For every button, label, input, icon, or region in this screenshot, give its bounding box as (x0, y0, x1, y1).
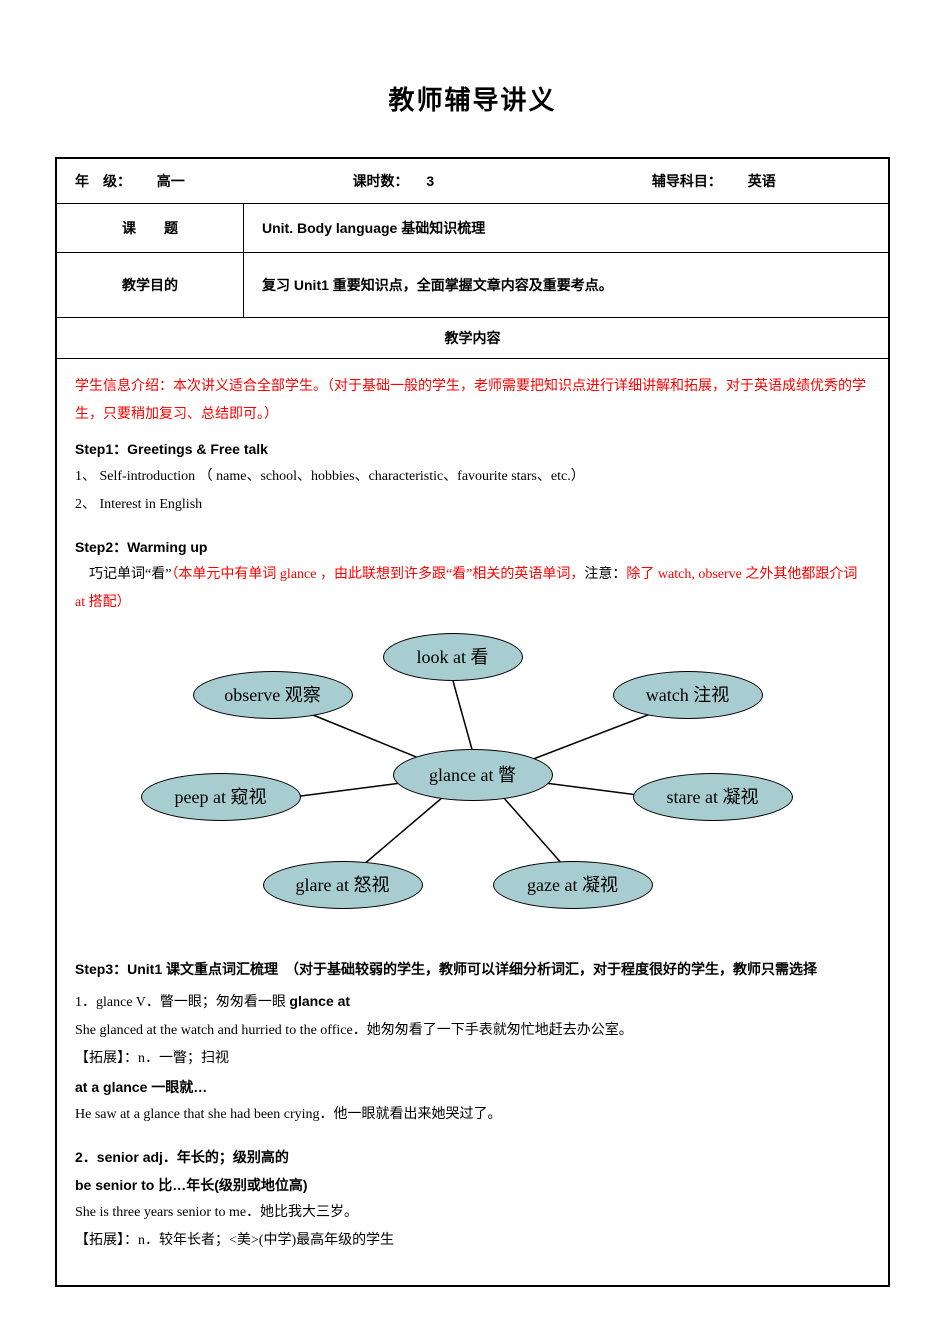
section-head: 教学内容 (56, 318, 889, 359)
page-title: 教师辅导讲义 (55, 80, 890, 117)
step2-lead: 巧记单词“看”（本单元中有单词 glance ，由此联想到许多跟“看”相关的英语… (75, 561, 870, 617)
step2-lead-b: （本单元中有单词 glance ，由此联想到许多跟“看”相关的英语单词， (171, 567, 584, 582)
item1-ex: She glanced at the watch and hurried to … (75, 1017, 870, 1045)
item1-ex2: He saw at a glance that she had been cry… (75, 1101, 870, 1129)
mindmap-diagram: glance at 瞥 look at 看 observe 观察 watch 注… (93, 625, 853, 925)
section-head-row: 教学内容 (56, 318, 889, 359)
item1-head: 1．glance V．瞥一眼；匆匆看一眼 glance at (75, 987, 870, 1017)
bubble-peepat: peep at 窥视 (141, 773, 301, 821)
bubble-watch: watch 注视 (613, 671, 763, 719)
topic-label: 课 题 (56, 204, 244, 253)
step1-line2: 2、 Interest in English (75, 491, 870, 519)
step1-heading: Step1：Greetings & Free talk (75, 435, 870, 463)
content-cell: 学生信息介绍：本次讲义适合全部学生。（对于基础一般的学生，老师需要把知识点进行详… (56, 359, 889, 1287)
header-row: 年 级： 高一 课时数： 3 辅导科目： 英语 (56, 158, 889, 204)
item2-ex: She is three years senior to me．她比我大三岁。 (75, 1199, 870, 1227)
step2-heading: Step2：Warming up (75, 533, 870, 561)
aim-row: 教学目的 复习 Unit1 重要知识点，全面掌握文章内容及重要考点。 (56, 253, 889, 318)
bubble-stareat-text: stare at 凝视 (667, 779, 759, 815)
bubble-observe-text: observe 观察 (224, 677, 320, 713)
step2-lead-a: 巧记单词“看” (75, 567, 171, 582)
item2-ext: 【拓展】：n．较年长者；<美>(中学)最高年级的学生 (75, 1227, 870, 1255)
item1-ext: 【拓展】：n．一瞥；扫视 (75, 1045, 870, 1073)
topic-row: 课 题 Unit. Body language 基础知识梳理 (56, 204, 889, 253)
item2-head: 2．senior adj．年长的；级别高的 (75, 1143, 870, 1171)
bubble-lookat: look at 看 (383, 633, 523, 681)
bubble-gazeat-text: gaze at 凝视 (527, 867, 618, 903)
bubble-gazeat: gaze at 凝视 (493, 861, 653, 909)
subject-label: 辅导科目： (652, 173, 722, 189)
aim-label: 教学目的 (56, 253, 244, 318)
bubble-lookat-text: look at 看 (417, 639, 489, 675)
grade-label: 年 级： (75, 173, 131, 189)
bubble-glareat: glare at 怒视 (263, 861, 423, 909)
student-info-intro: 学生信息介绍：本次讲义适合全部学生。（对于基础一般的学生，老师需要把知识点进行详… (75, 373, 870, 429)
bubble-observe: observe 观察 (193, 671, 353, 719)
step1-line1: 1、 Self-introduction （ name、school、hobbi… (75, 463, 870, 491)
item1-phrase: at a glance 一眼就… (75, 1073, 870, 1101)
bubble-center-text: glance at 瞥 (429, 757, 516, 793)
bubble-watch-text: watch 注视 (646, 677, 729, 713)
subject-value: 英语 (748, 173, 776, 189)
content-row: 学生信息介绍：本次讲义适合全部学生。（对于基础一般的学生，老师需要把知识点进行详… (56, 359, 889, 1287)
bubble-stareat: stare at 凝视 (633, 773, 793, 821)
lesson-table: 年 级： 高一 课时数： 3 辅导科目： 英语 课 题 Unit. Body l… (55, 157, 890, 1287)
aim-value: 复习 Unit1 重要知识点，全面掌握文章内容及重要考点。 (244, 253, 890, 318)
step2-lead-c: 注意： (584, 567, 626, 582)
hours-value: 3 (426, 173, 434, 189)
topic-value: Unit. Body language 基础知识梳理 (244, 204, 890, 253)
header-cell: 年 级： 高一 课时数： 3 辅导科目： 英语 (56, 158, 889, 204)
step3-heading: Step3：Unit1 课文重点词汇梳理 （对于基础较弱的学生，教师可以详细分析… (75, 955, 870, 983)
hours-label: 课时数： (353, 173, 409, 189)
item2-phrase: be senior to 比…年长(级别或地位高) (75, 1171, 870, 1199)
grade-value: 高一 (157, 173, 185, 189)
bubble-peepat-text: peep at 窥视 (175, 779, 267, 815)
bubble-center: glance at 瞥 (393, 749, 553, 801)
bubble-glareat-text: glare at 怒视 (296, 867, 390, 903)
